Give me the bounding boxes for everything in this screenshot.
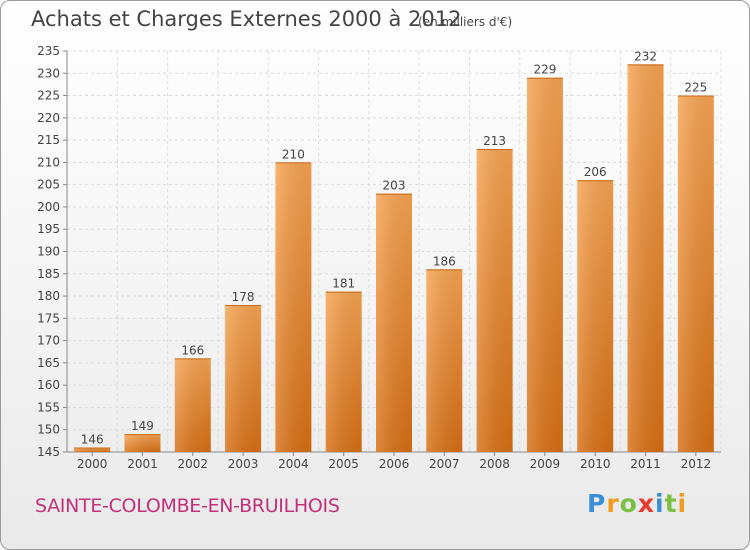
chart-title: Achats et Charges Externes 2000 à 2012 (31, 7, 462, 31)
bar-sheen-2011 (627, 64, 664, 452)
chart-subtitle: (en milliers d'€) (418, 15, 513, 29)
data-label-2002: 166 (181, 343, 204, 357)
data-label-2001: 149 (131, 419, 154, 433)
bar-sheen-2004 (275, 162, 312, 452)
x-tick-label-2002: 2002 (177, 457, 208, 471)
y-tick-label: 235 (37, 44, 60, 58)
bar-sheen-2007 (426, 269, 463, 452)
y-tick-label: 175 (37, 311, 60, 325)
x-tick-label-2004: 2004 (278, 457, 309, 471)
logo-letter-p: P (587, 489, 607, 518)
x-tick-label-2001: 2001 (127, 457, 158, 471)
x-tick-label-2003: 2003 (228, 457, 259, 471)
y-tick-label: 220 (37, 111, 60, 125)
y-tick-label: 165 (37, 356, 60, 370)
data-label-2003: 178 (232, 290, 255, 304)
logo-letter-i1: i (655, 489, 665, 518)
commune-name: SAINTE-COLOMBE-EN-BRUILHOIS (35, 495, 340, 517)
y-tick-label: 190 (37, 245, 60, 259)
x-tick-label-2012: 2012 (681, 457, 712, 471)
x-tick-label-2011: 2011 (630, 457, 661, 471)
bar-sheen-2001 (124, 434, 161, 452)
y-tick-label: 230 (37, 66, 60, 80)
y-tick-label: 180 (37, 289, 60, 303)
bar-sheen-2008 (476, 149, 513, 452)
data-label-2007: 186 (433, 254, 456, 268)
data-label-2004: 210 (282, 147, 305, 161)
x-tick-label-2005: 2005 (328, 457, 359, 471)
y-tick-label: 195 (37, 222, 60, 236)
data-label-2000: 146 (81, 433, 104, 447)
y-tick-label: 145 (37, 445, 60, 459)
bar-sheen-2010 (577, 180, 614, 452)
bar-sheen-2009 (526, 77, 563, 452)
proxiti-logo: Proxiti (587, 489, 687, 518)
bars (74, 64, 714, 453)
axes: 145 150 155 160 165 170 175 180 185 190 195 200 205 2… (37, 44, 721, 471)
bar-sheen-2000 (74, 447, 111, 452)
y-tick-label: 205 (37, 178, 60, 192)
x-tick-label-2006: 2006 (379, 457, 410, 471)
x-tick-label-2007: 2007 (429, 457, 460, 471)
y-tick-label: 200 (37, 200, 60, 214)
logo-letter-r: r (606, 489, 620, 518)
logo-letter-o: o (619, 489, 638, 518)
data-labels: 146 149 166 178 210 181 203 186 213 229 206 232 225 (81, 49, 708, 446)
logo-letter-t: t (664, 489, 678, 518)
y-tick-label: 215 (37, 133, 60, 147)
data-label-2012: 225 (684, 81, 707, 95)
bar-sheen-2002 (174, 358, 211, 452)
y-tick-label: 155 (37, 400, 60, 414)
data-label-2006: 203 (383, 179, 406, 193)
data-label-2010: 206 (584, 165, 607, 179)
y-tick-label: 185 (37, 267, 60, 281)
x-tick-label-2009: 2009 (530, 457, 561, 471)
data-label-2009: 229 (533, 63, 556, 77)
logo-letter-x: x (637, 489, 655, 518)
data-label-2005: 181 (332, 277, 355, 291)
x-tick-label-2000: 2000 (77, 457, 108, 471)
bar-sheen-2003 (225, 304, 262, 452)
bar-sheen-2006 (376, 193, 412, 453)
y-tick-label: 150 (37, 423, 60, 437)
y-tick-label: 210 (37, 155, 60, 169)
x-tick-label-2008: 2008 (479, 457, 510, 471)
y-tick-label: 170 (37, 334, 60, 348)
logo-letter-i2: i (677, 489, 688, 518)
bar-sheen-2012 (677, 95, 714, 453)
y-tick-label: 225 (37, 89, 60, 103)
data-label-2008: 213 (483, 134, 506, 148)
y-tick-label: 160 (37, 378, 60, 392)
bar-sheen-2005 (325, 291, 362, 452)
data-label-2011: 232 (634, 49, 657, 63)
x-tick-label-2010: 2010 (580, 457, 611, 471)
